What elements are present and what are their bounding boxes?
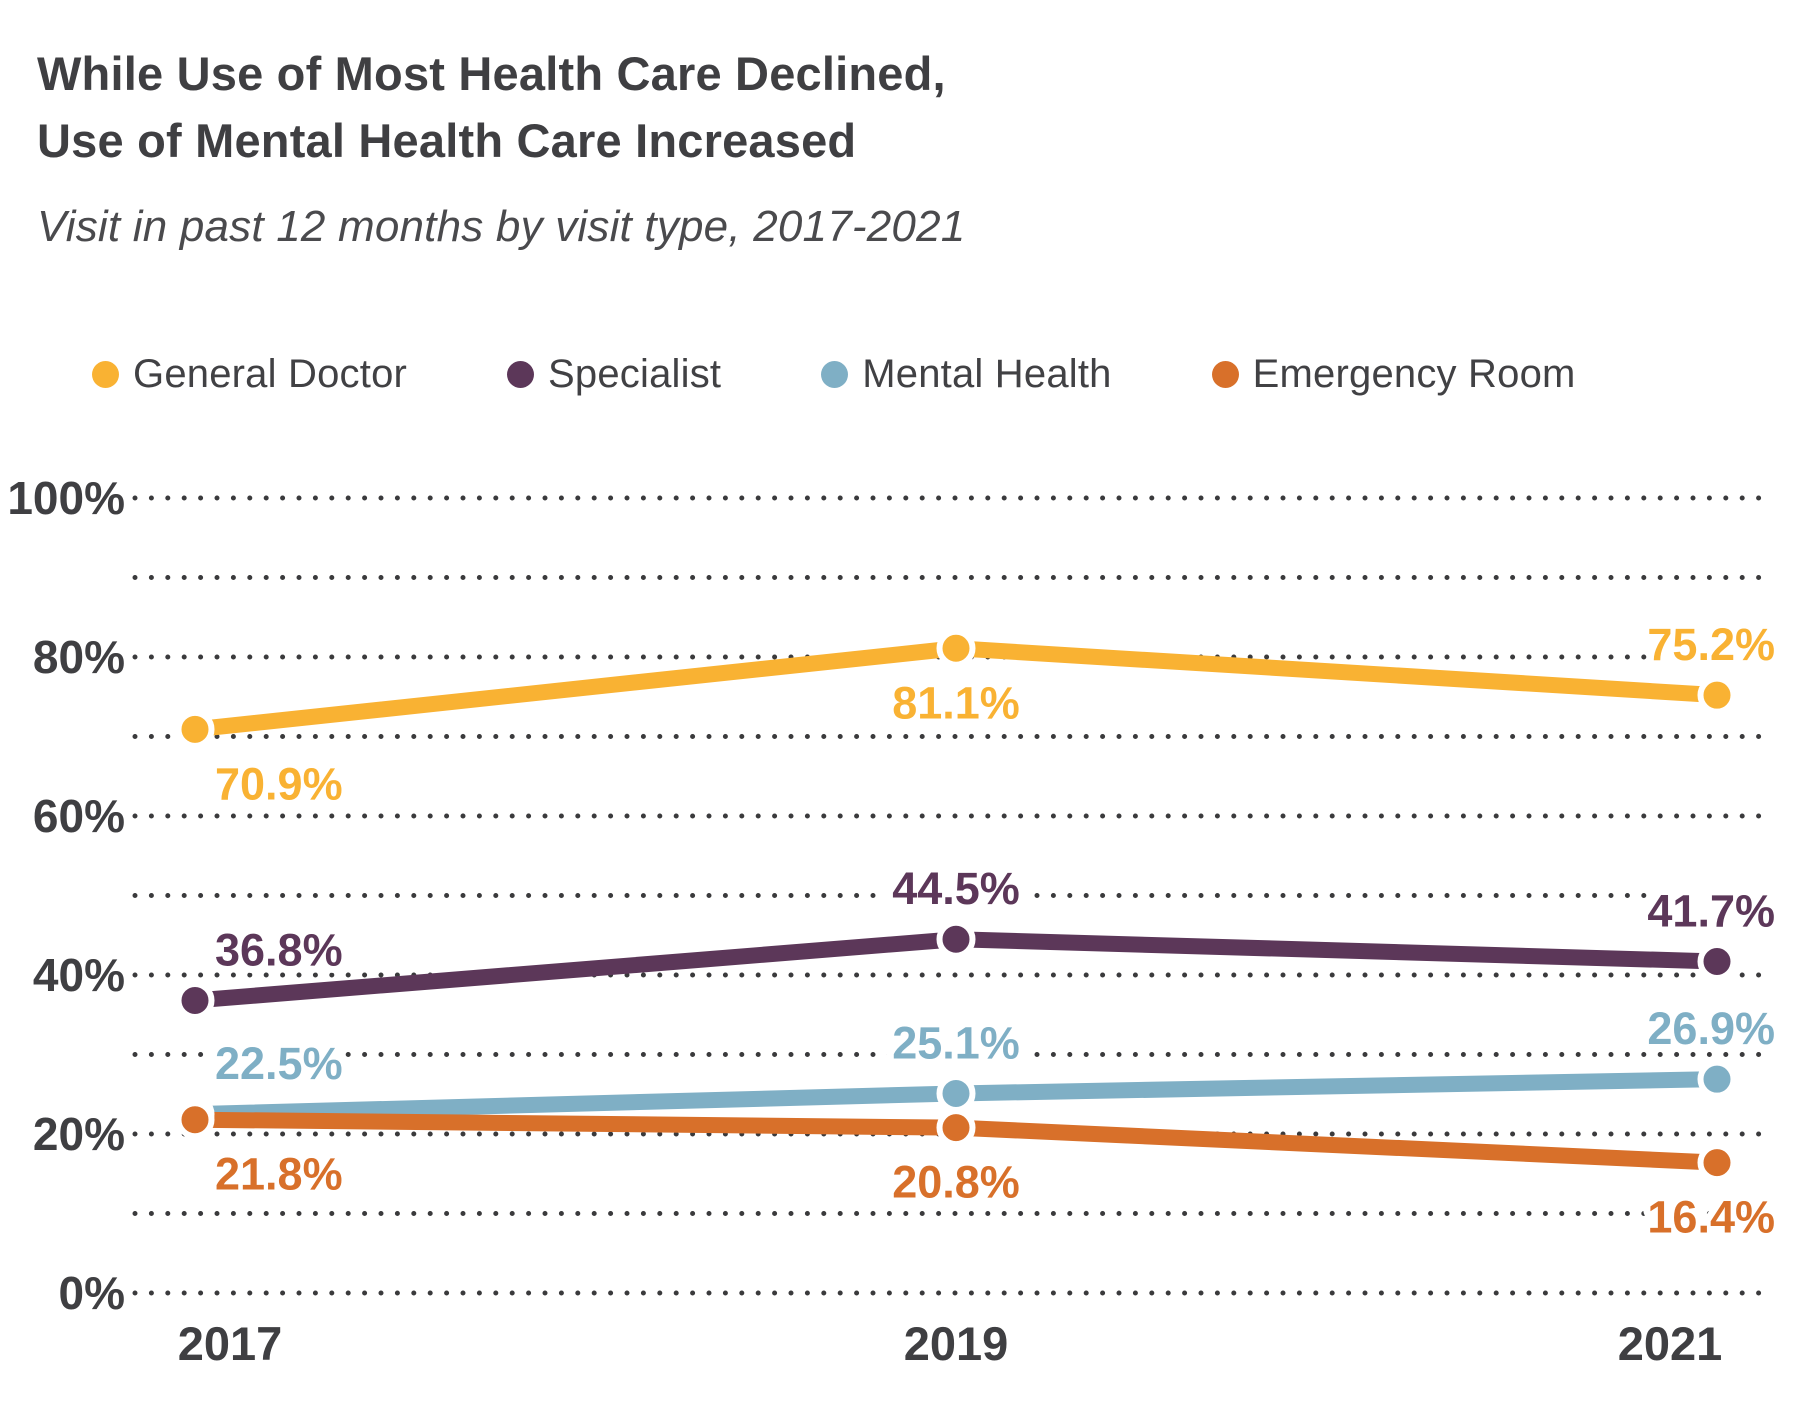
chart-header: While Use of Most Health Care Declined, …: [37, 40, 965, 252]
y-axis-tick-label: 100%: [7, 472, 125, 524]
data-point-marker: [175, 980, 215, 1020]
data-point-label: 16.4%: [1647, 1192, 1775, 1243]
x-axis-tick-label: 2019: [904, 1317, 1009, 1370]
legend-item-label: General Doctor: [133, 352, 408, 396]
data-point-label: 25.1%: [892, 1017, 1020, 1068]
data-point-label: 70.9%: [215, 758, 343, 809]
y-axis-tick-label: 0%: [59, 1267, 125, 1319]
data-point-marker: [1697, 941, 1737, 981]
data-point-label: 21.8%: [215, 1149, 343, 1200]
data-point-marker: [936, 628, 976, 668]
legend-dot-icon: [507, 361, 535, 388]
chart-title-line1: While Use of Most Health Care Declined,: [37, 47, 946, 100]
data-point-label: 26.9%: [1647, 1003, 1775, 1054]
y-axis-tick-label: 40%: [33, 949, 125, 1001]
data-point-marker: [1697, 1143, 1737, 1183]
data-point-marker: [1697, 675, 1737, 715]
legend: General Doctor Specialist Mental Health Eme…: [92, 352, 1576, 397]
data-point-label: 41.7%: [1647, 885, 1775, 936]
legend-dot-icon: [821, 361, 849, 388]
data-point-marker: [936, 919, 976, 959]
legend-dot-icon: [92, 361, 119, 388]
chart-subtitle: Visit in past 12 months by visit type, 2…: [37, 202, 966, 251]
data-point-label: 81.1%: [892, 677, 1020, 728]
y-axis-tick-label: 20%: [33, 1108, 125, 1160]
y-axis-tick-label: 60%: [33, 790, 125, 842]
data-point-marker: [936, 1108, 976, 1148]
legend-item-general-doctor: General Doctor: [92, 352, 407, 397]
data-point-label: 44.5%: [892, 863, 1020, 914]
legend-item-label: Specialist: [548, 352, 722, 396]
data-point-marker: [936, 1073, 976, 1113]
legend-item-mental-health: Mental Health: [821, 352, 1111, 397]
y-axis-tick-label: 80%: [33, 631, 125, 683]
x-axis-tick-label: 2021: [1618, 1317, 1723, 1370]
legend-dot-icon: [1211, 361, 1239, 388]
legend-item-emergency-room: Emergency Room: [1211, 352, 1576, 397]
data-point-label: 36.8%: [215, 924, 343, 975]
data-point-label: 20.8%: [892, 1157, 1020, 1208]
x-axis-tick-label: 2017: [178, 1317, 283, 1370]
legend-item-specialist: Specialist: [507, 352, 721, 397]
data-point-marker: [1697, 1059, 1737, 1099]
data-point-label: 75.2%: [1647, 619, 1775, 670]
chart-title-line2: Use of Mental Health Care Increased: [37, 114, 857, 167]
legend-item-label: Emergency Room: [1252, 352, 1576, 396]
data-point-label: 22.5%: [215, 1038, 343, 1089]
data-point-marker: [175, 1100, 215, 1140]
data-point-marker: [175, 709, 215, 749]
legend-item-label: Mental Health: [862, 352, 1112, 396]
